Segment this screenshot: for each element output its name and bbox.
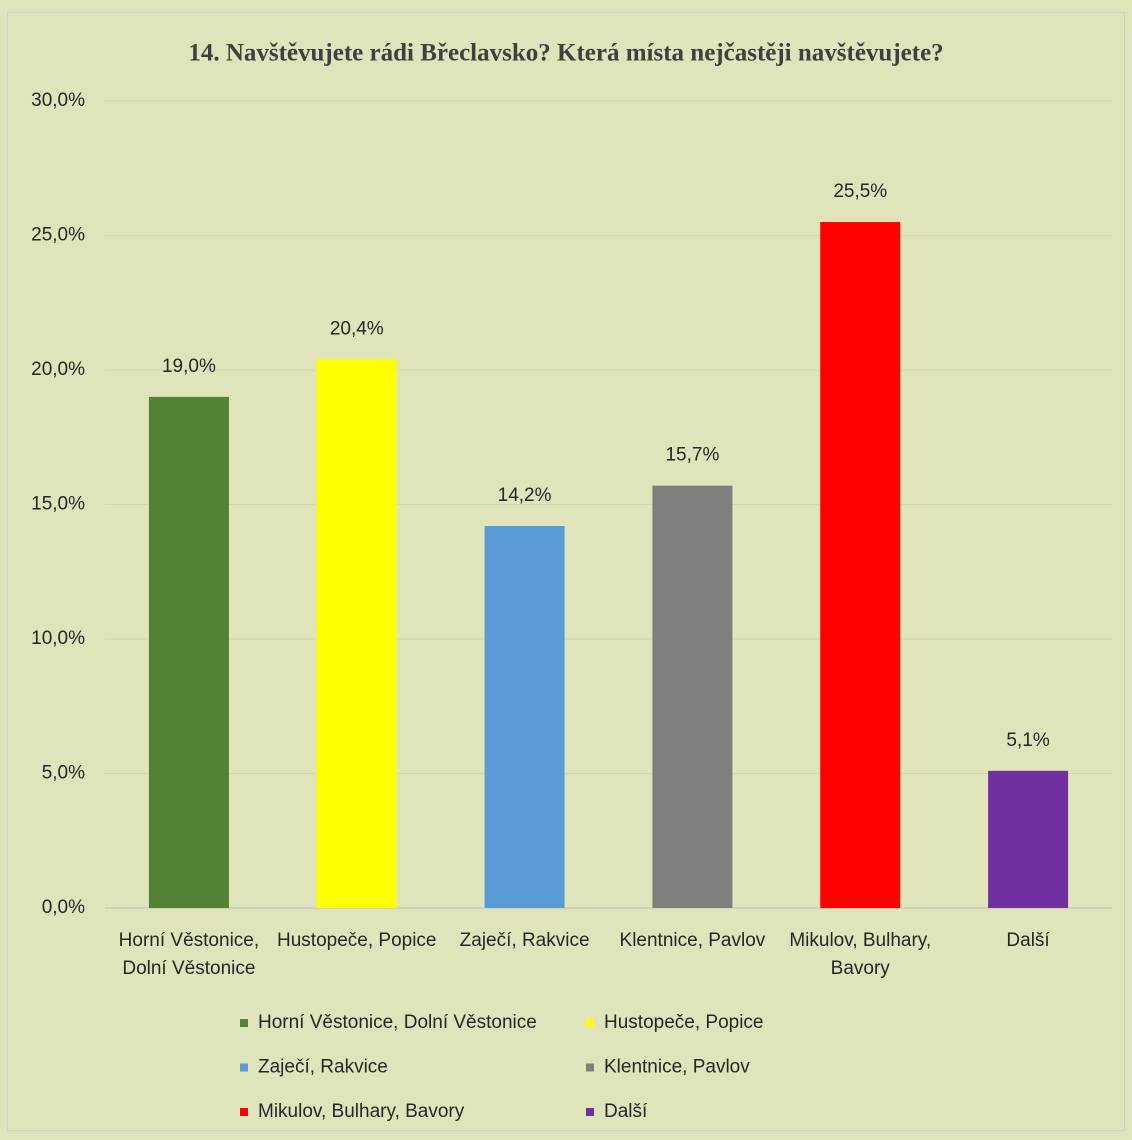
- legend-label: Mikulov, Bulhary, Bavory: [258, 1101, 465, 1122]
- legend-label: Zaječí, Rakvice: [258, 1057, 388, 1078]
- x-tick-label: Klentnice, Pavlov: [619, 930, 766, 951]
- x-tick-label: Další: [1006, 930, 1050, 951]
- bar: [988, 770, 1069, 908]
- y-tick-label: 0,0%: [42, 897, 85, 918]
- bar: [652, 485, 733, 908]
- x-tick-label: Zaječí, Rakvice: [459, 930, 590, 951]
- value-label: 15,7%: [665, 445, 719, 466]
- legend-label: Hustopeče, Popice: [604, 1012, 764, 1033]
- legend-swatch: [586, 1063, 594, 1072]
- bar: [820, 222, 901, 909]
- x-tick-label: Horní Věstonice, Dolní Věstonice: [118, 930, 260, 979]
- legend-label: Další: [604, 1101, 648, 1122]
- value-label: 20,4%: [330, 318, 384, 339]
- legend-swatch: [240, 1019, 248, 1027]
- y-tick-label: 5,0%: [42, 763, 85, 784]
- x-tick-label: Hustopeče, Popice: [277, 930, 437, 951]
- value-label: 25,5%: [833, 181, 887, 202]
- value-label: 19,0%: [162, 356, 216, 377]
- legend-swatch: [586, 1108, 594, 1116]
- y-tick-label: 30,0%: [31, 90, 85, 111]
- legend-label: Klentnice, Pavlov: [604, 1057, 750, 1078]
- y-tick-label: 25,0%: [31, 225, 85, 246]
- value-label: 14,2%: [498, 485, 552, 506]
- bar: [148, 396, 229, 908]
- y-tick-label: 15,0%: [31, 494, 85, 515]
- legend-swatch: [586, 1019, 594, 1027]
- y-tick-label: 10,0%: [31, 628, 85, 649]
- x-tick-label: Mikulov, Bulhary, Bavory: [789, 930, 932, 979]
- chart-title: 14. Navštěvujete rádi Břeclavsko? Která …: [188, 40, 943, 67]
- legend-label: Horní Věstonice, Dolní Věstonice: [258, 1012, 537, 1033]
- legend-swatch: [240, 1108, 248, 1116]
- value-label: 5,1%: [1006, 730, 1049, 751]
- y-tick-label: 20,0%: [31, 359, 85, 380]
- chart-border: [7, 12, 1125, 1131]
- bar: [316, 359, 397, 908]
- bar: [484, 526, 565, 908]
- legend-swatch: [240, 1063, 248, 1072]
